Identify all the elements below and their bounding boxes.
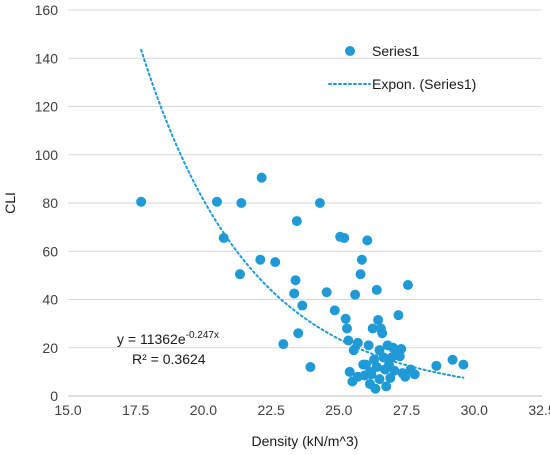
legend-trend-label: Expon. (Series1) <box>372 76 476 92</box>
y-tick-label: 80 <box>42 195 58 211</box>
x-tick-label: 17.5 <box>122 402 149 418</box>
data-point <box>458 359 469 370</box>
data-point <box>396 343 407 354</box>
x-tick-label: 25.0 <box>325 402 352 418</box>
data-point <box>409 369 420 380</box>
data-point <box>321 287 332 298</box>
data-point <box>389 365 400 376</box>
equation-base: y = 11362e <box>117 331 186 347</box>
data-point <box>377 328 388 339</box>
data-point <box>355 269 366 280</box>
y-axis-title: CLI <box>2 192 18 214</box>
data-point <box>381 381 392 392</box>
data-point <box>366 369 377 380</box>
x-tick-label: 27.5 <box>393 402 420 418</box>
data-point <box>363 340 374 351</box>
data-point <box>378 352 389 363</box>
data-point <box>352 337 363 348</box>
data-point <box>343 335 354 346</box>
data-point <box>400 371 411 382</box>
x-tick-label: 32.5 <box>528 402 550 418</box>
data-point <box>365 378 376 389</box>
y-tick-label: 40 <box>42 292 58 308</box>
trend-equation: y = 11362e-0.247x R² = 0.3624 <box>117 330 219 367</box>
y-tick-label: 120 <box>35 99 59 115</box>
data-point <box>371 284 382 295</box>
data-point <box>447 354 458 365</box>
data-point <box>234 269 245 280</box>
data-point <box>329 305 340 316</box>
data-point <box>314 198 325 208</box>
data-point <box>255 254 266 265</box>
data-point <box>341 323 352 334</box>
data-point <box>356 254 367 265</box>
data-point <box>371 362 382 373</box>
x-tick-label: 22.5 <box>258 402 285 418</box>
y-tick-label: 140 <box>35 50 59 66</box>
equation-text: y = 11362e-0.247x <box>117 330 219 347</box>
r-squared-text: R² = 0.3624 <box>132 351 206 367</box>
data-point <box>431 360 442 371</box>
data-point <box>305 362 316 373</box>
x-tick-labels: 15.0 17.5 20.0 22.5 25.0 27.5 30.0 32.5 <box>54 402 550 418</box>
data-point <box>293 328 304 339</box>
data-point <box>270 257 281 268</box>
data-point <box>393 310 404 321</box>
data-point <box>350 289 361 300</box>
legend: Series1 Expon. (Series1) <box>328 43 476 92</box>
y-tick-label: 60 <box>42 243 58 259</box>
y-tick-label: 0 <box>50 388 58 404</box>
data-points <box>136 172 469 394</box>
data-point <box>256 172 267 183</box>
data-point <box>373 315 384 326</box>
data-point <box>367 323 378 334</box>
x-tick-label: 30.0 <box>461 402 488 418</box>
data-point <box>374 374 385 385</box>
data-point <box>362 235 373 246</box>
data-point <box>289 288 300 299</box>
data-point <box>218 232 229 243</box>
gridlines <box>68 9 542 349</box>
y-tick-label: 20 <box>42 340 58 356</box>
data-point <box>344 366 355 377</box>
equation-exponent: -0.247x <box>186 330 219 341</box>
legend-series1-label: Series1 <box>372 43 420 59</box>
y-tick-label: 160 <box>35 2 59 18</box>
trendline-group <box>140 48 465 379</box>
x-tick-label: 20.0 <box>190 402 217 418</box>
data-point <box>340 313 351 324</box>
data-point <box>211 196 222 207</box>
y-tick-labels: 0 20 40 60 80 100 120 140 160 <box>35 2 59 404</box>
data-point <box>291 216 302 227</box>
data-point <box>236 198 247 208</box>
data-point <box>297 300 308 311</box>
x-tick-label: 15.0 <box>54 402 81 418</box>
data-point <box>278 339 289 350</box>
y-tick-label: 100 <box>35 147 59 163</box>
data-point <box>136 196 147 207</box>
data-point <box>339 232 350 243</box>
data-point <box>290 275 301 286</box>
x-axis-title: Density (kN/m^3) <box>252 433 359 449</box>
data-point <box>402 280 413 291</box>
legend-series1-marker <box>345 46 355 56</box>
data-point <box>352 371 363 382</box>
exponential-trendline <box>140 48 465 379</box>
